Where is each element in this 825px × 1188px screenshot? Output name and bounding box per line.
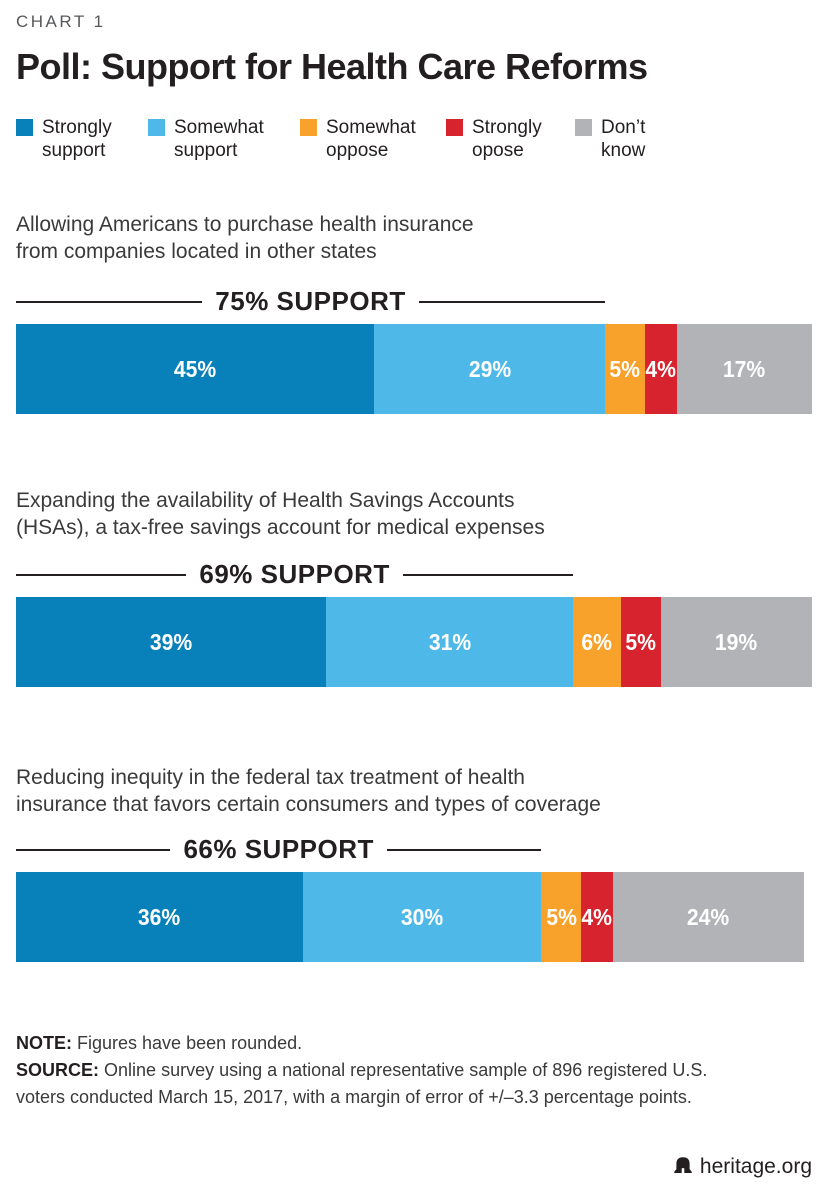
bar-segment-somewhat-oppose: 5% bbox=[605, 324, 645, 414]
legend-item: Strongly support bbox=[16, 116, 148, 162]
support-rule-right bbox=[386, 848, 542, 851]
support-header: 75% SUPPORT bbox=[16, 286, 606, 317]
stacked-bar: 39% 31% 6% 5% 19% bbox=[16, 597, 812, 687]
bar-segment-value: 39% bbox=[150, 628, 193, 655]
source-text: Online survey using a national represent… bbox=[16, 1060, 708, 1107]
stacked-bar: 36% 30% 5% 4% 24% bbox=[16, 872, 812, 962]
liberty-bell-icon bbox=[674, 1157, 692, 1173]
legend: Strongly support Somewhat support Somewh… bbox=[16, 116, 812, 162]
chart-number-label: CHART 1 bbox=[16, 12, 106, 31]
support-rule-left bbox=[16, 573, 187, 576]
legend-swatch-dont-know bbox=[575, 119, 592, 136]
notes-block: NOTE: Figures have been rounded. SOURCE:… bbox=[16, 1030, 812, 1111]
bar-segment-value: 5% bbox=[609, 355, 641, 382]
bar-segment-value: 45% bbox=[173, 355, 217, 382]
legend-item-label: Strongly opose bbox=[472, 117, 542, 161]
bar-segment-value: 19% bbox=[715, 628, 758, 655]
footer: heritage.org bbox=[16, 1155, 812, 1179]
bar-segment-value: 4% bbox=[581, 903, 613, 930]
bar-segment-value: 4% bbox=[645, 355, 677, 382]
legend-swatch-strongly-support bbox=[16, 119, 33, 136]
note-text: Figures have been rounded. bbox=[77, 1033, 303, 1053]
legend-item: Don’t know bbox=[575, 116, 645, 162]
brand-text: heritage.org bbox=[699, 1155, 812, 1178]
bar-segment-strongly-oppose: 4% bbox=[644, 324, 677, 414]
bar-segment-somewhat-support: 29% bbox=[374, 324, 606, 414]
bar-segment-somewhat-support: 30% bbox=[302, 872, 542, 962]
poll-question: Expanding the availability of Health Sav… bbox=[16, 489, 545, 539]
poll-section: Allowing Americans to purchase health in… bbox=[16, 211, 812, 414]
support-rule-left bbox=[16, 300, 203, 303]
bar-segment-somewhat-oppose: 6% bbox=[573, 597, 621, 687]
poll-section: Expanding the availability of Health Sav… bbox=[16, 487, 812, 687]
support-header: 69% SUPPORT bbox=[16, 559, 574, 590]
bar-segment-strongly-oppose: 4% bbox=[581, 872, 613, 962]
legend-swatch-somewhat-oppose bbox=[300, 119, 317, 136]
bar-segment-value: 36% bbox=[138, 903, 181, 930]
bar-segment-value: 30% bbox=[400, 903, 444, 930]
support-label: 69% SUPPORT bbox=[199, 559, 390, 589]
bar-segment-somewhat-oppose: 5% bbox=[541, 872, 582, 962]
source-line: SOURCE: Online survey using a national r… bbox=[16, 1057, 812, 1111]
poll-question: Reducing inequity in the federal tax tre… bbox=[16, 766, 601, 816]
legend-item-label: Strongly support bbox=[42, 117, 112, 161]
note-line: NOTE: Figures have been rounded. bbox=[16, 1030, 812, 1057]
poll-section: Reducing inequity in the federal tax tre… bbox=[16, 764, 812, 962]
bar-segment-value: 31% bbox=[428, 628, 471, 655]
legend-item: Somewhat support bbox=[148, 116, 300, 162]
poll-question: Allowing Americans to purchase health in… bbox=[16, 213, 474, 263]
stacked-bar: 45% 29% 5% 4% 17% bbox=[16, 324, 812, 414]
legend-item-label: Somewhat oppose bbox=[326, 117, 416, 161]
bar-segment-dont-know: 19% bbox=[660, 597, 812, 687]
legend-item-label: Somewhat support bbox=[174, 117, 264, 161]
source-label: SOURCE: bbox=[16, 1060, 100, 1080]
page-title: Poll: Support for Health Care Reforms bbox=[16, 46, 648, 87]
bar-segment-somewhat-support: 31% bbox=[326, 597, 574, 687]
note-label: NOTE: bbox=[16, 1033, 72, 1053]
support-rule-right bbox=[402, 573, 574, 576]
bar-segment-strongly-oppose: 5% bbox=[620, 597, 661, 687]
legend-swatch-somewhat-support bbox=[148, 119, 165, 136]
bar-segment-value: 5% bbox=[545, 903, 577, 930]
legend-item-label: Don’t know bbox=[601, 117, 646, 161]
legend-item: Strongly opose bbox=[446, 116, 575, 162]
bar-segment-value: 24% bbox=[687, 903, 730, 930]
bar-segment-dont-know: 24% bbox=[612, 872, 804, 962]
bar-segment-value: 17% bbox=[723, 355, 766, 382]
bar-segment-value: 6% bbox=[581, 628, 613, 655]
support-label: 66% SUPPORT bbox=[183, 834, 374, 864]
support-rule-right bbox=[418, 300, 606, 303]
support-header: 66% SUPPORT bbox=[16, 834, 542, 865]
poll-sections: Allowing Americans to purchase health in… bbox=[16, 211, 812, 962]
support-label: 75% SUPPORT bbox=[215, 286, 406, 316]
bar-segment-dont-know: 17% bbox=[676, 324, 812, 414]
bar-segment-strongly-support: 39% bbox=[16, 597, 327, 687]
legend-item: Somewhat oppose bbox=[300, 116, 446, 162]
legend-swatch-strongly-oppose bbox=[446, 119, 463, 136]
support-rule-left bbox=[16, 848, 171, 851]
bar-segment-value: 29% bbox=[468, 355, 511, 382]
bar-segment-strongly-support: 36% bbox=[16, 872, 303, 962]
bar-segment-strongly-support: 45% bbox=[16, 324, 375, 414]
bar-segment-value: 5% bbox=[625, 628, 657, 655]
